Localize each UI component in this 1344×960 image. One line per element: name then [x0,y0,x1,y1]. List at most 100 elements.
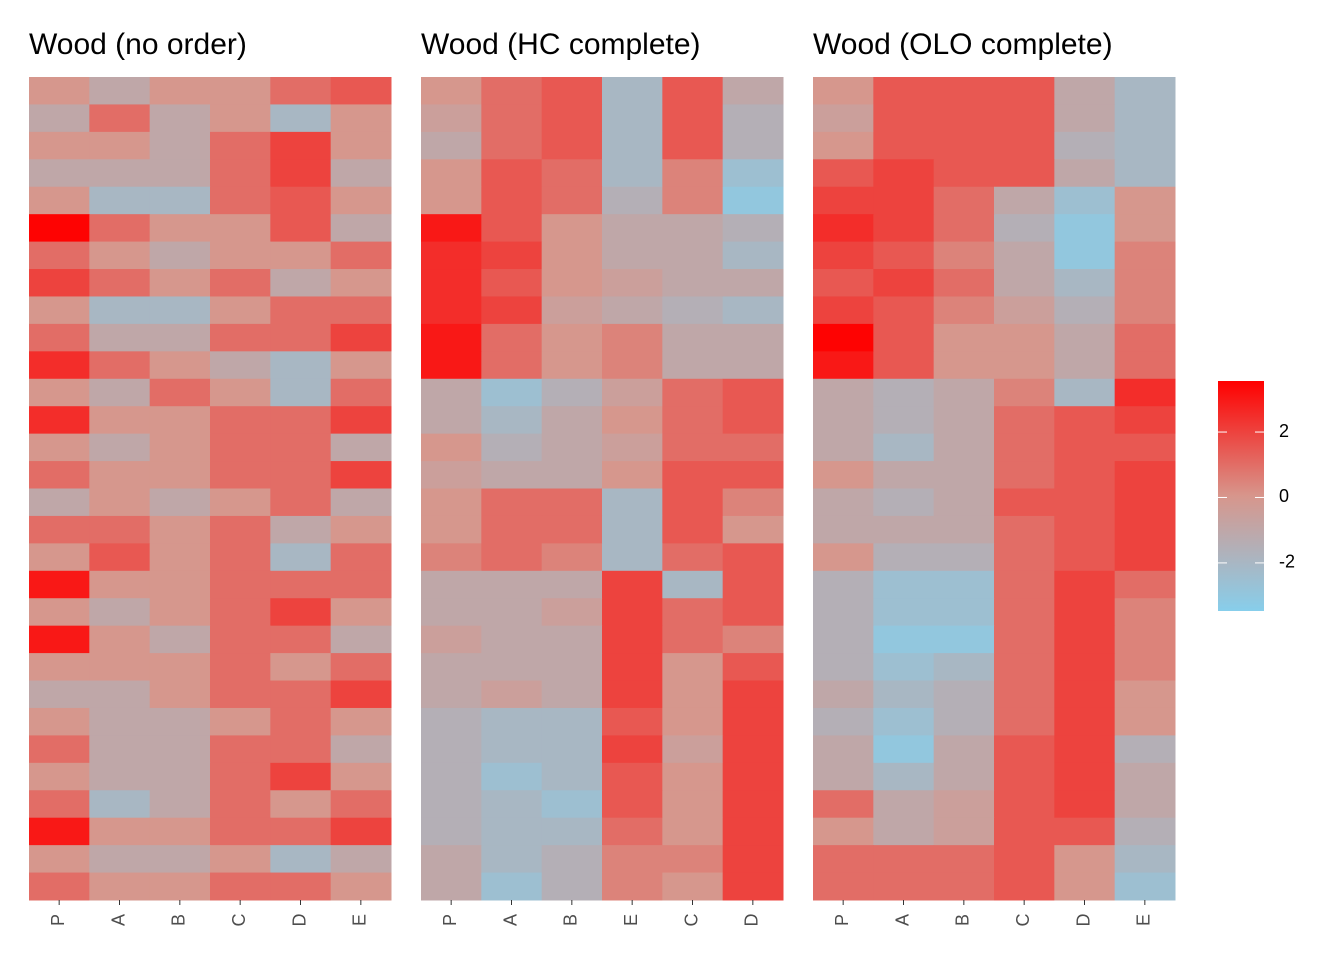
heat-cell [1114,707,1176,736]
heat-cell [270,543,332,572]
heat-cell [813,543,874,572]
heat-cell [933,296,995,325]
heat-cell [89,406,151,435]
heat-cell [933,378,995,407]
heat-cell [722,323,784,352]
heat-cell [602,845,663,874]
heat-cell [210,186,271,215]
heat-cell [541,296,603,325]
colorbar-label: 0 [1279,486,1289,506]
heat-cell [1114,790,1176,819]
heat-cell [210,461,271,489]
heat-cell [210,323,271,352]
heat-cell [994,598,1055,627]
heat-cell [813,735,874,764]
heat-cell [602,433,663,462]
heat-cell [662,872,724,901]
heat-cell [29,872,90,901]
heat-cell [270,570,332,599]
heat-cell [994,433,1055,462]
heat-cell [421,735,482,764]
heat-cell [994,186,1055,215]
heat-cell [873,269,935,297]
heat-cell [662,790,724,819]
heat-cell [1114,653,1176,682]
heat-cell [1054,707,1116,736]
heat-cell [1054,845,1116,874]
heat-cell [270,845,332,874]
heat-cell [210,790,271,819]
heat-cell [29,378,90,407]
heat-cell [541,543,603,572]
heat-cell [29,515,90,544]
heat-cell [602,186,663,215]
heat-cell [813,296,874,325]
heat-cell [722,570,784,599]
x-tick-label: D [1073,914,1093,927]
heat-cell [662,214,724,243]
heat-cell [602,406,663,435]
heat-cell [421,131,482,160]
heat-cell [994,817,1055,846]
heat-cell [89,515,151,544]
heat-cell [602,104,663,133]
heat-cell [1114,351,1176,380]
heat-cell [330,872,392,901]
heat-cell [89,817,151,846]
heat-cell [270,735,332,764]
heat-cell [481,351,543,380]
heat-cell [1114,735,1176,764]
heat-cell [149,159,211,188]
heat-cell [602,515,663,544]
heat-cell [602,653,663,682]
heat-cell [149,488,211,517]
heat-cell [421,817,482,846]
heat-cell [210,680,271,709]
heat-cell [541,241,603,270]
heat-cell [873,735,935,764]
heat-cell [873,159,935,188]
heat-cell [1114,186,1176,215]
heat-cell [541,598,603,627]
heat-cell [89,378,151,407]
heat-cell [722,296,784,325]
heat-cell [602,241,663,270]
heat-cell [662,680,724,709]
heat-cell [89,488,151,517]
heat-cell [330,214,392,243]
heat-cell [210,817,271,846]
heat-cell [210,625,271,654]
heat-cell [210,762,271,791]
heat-cell [933,131,995,160]
heat-cell [602,488,663,517]
heat-cell [481,845,543,874]
heat-cell [89,707,151,736]
heat-cell [210,543,271,572]
heat-cell [330,323,392,352]
heat-cell [330,515,392,544]
heat-cell [89,131,151,160]
heat-cell [89,296,151,325]
heat-cell [1054,570,1116,599]
heat-cell [873,131,935,160]
heat-cell [662,461,724,489]
heat-cell [270,159,332,188]
heat-cell [933,790,995,819]
heat-cell [481,131,543,160]
heat-cell [1114,241,1176,270]
heat-cell [421,159,482,188]
heat-cell [270,625,332,654]
heat-cell [662,269,724,297]
heat-cell [1054,762,1116,791]
heat-cell [330,241,392,270]
panel-title: Wood (OLO complete) [813,28,1113,61]
heat-cell [662,762,724,791]
heat-cell [149,378,211,407]
heat-cell [602,461,663,489]
heat-cell [330,104,392,133]
heat-cell [210,707,271,736]
heat-cell [210,735,271,764]
heat-cell [813,406,874,435]
heat-cell [330,790,392,819]
heat-cell [994,653,1055,682]
